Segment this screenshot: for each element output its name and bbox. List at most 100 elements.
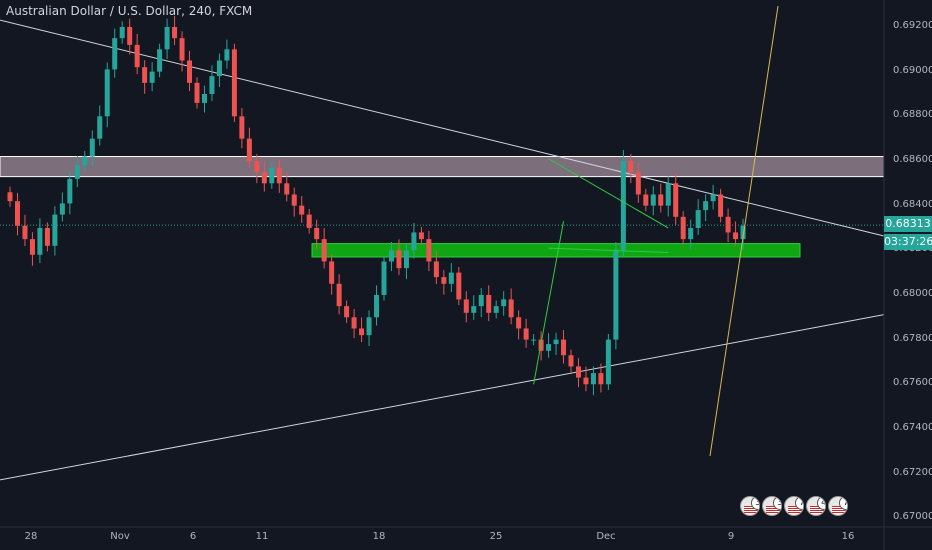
- candle-body: [680, 216, 686, 240]
- candle-body: [22, 225, 28, 240]
- candle-body: [703, 201, 709, 211]
- candle-body: [127, 27, 133, 45]
- candle-body: [14, 201, 20, 226]
- candle-body: [179, 38, 185, 61]
- candle-body: [725, 216, 731, 233]
- price-tick-label: 0.68600: [893, 153, 932, 165]
- us-flag-icon[interactable]: 7: [828, 496, 848, 516]
- candle-body: [441, 277, 447, 284]
- candle-body: [665, 183, 671, 206]
- candle-body: [44, 227, 50, 246]
- candle-body: [231, 49, 237, 117]
- price-tick-label: 0.67600: [893, 377, 932, 389]
- price-tick-label: 0.68000: [893, 287, 932, 299]
- chart-drawings: [0, 19, 885, 481]
- candle-body: [673, 183, 679, 217]
- candle-body: [344, 306, 350, 318]
- us-flag-icon[interactable]: 3: [740, 496, 760, 516]
- time-tick-label: 25: [489, 531, 503, 542]
- candle-body: [531, 339, 537, 341]
- flag-stripes: [810, 506, 824, 514]
- us-flag-icon[interactable]: 4: [806, 496, 826, 516]
- candle-body: [583, 377, 589, 385]
- candle-body: [59, 203, 65, 215]
- time-tick-label: 18: [372, 531, 386, 542]
- breakout-line: [533, 221, 565, 385]
- event-count: 3: [773, 497, 781, 510]
- candlestick-series: [7, 16, 746, 396]
- candle-body: [276, 167, 282, 184]
- candle-body: [575, 366, 581, 378]
- candle-body: [194, 82, 200, 103]
- candle-body: [209, 76, 215, 94]
- triangle-upper-line: [548, 158, 669, 229]
- candle-body: [463, 299, 469, 313]
- candle-body: [239, 116, 245, 139]
- price-tick-label: 0.68400: [893, 198, 932, 210]
- candle-body: [523, 328, 529, 340]
- candle-body: [516, 317, 522, 329]
- flag-stripes: [744, 506, 758, 514]
- us-flag-icon[interactable]: 3: [762, 496, 782, 516]
- candle-body: [134, 44, 140, 68]
- candle-body: [561, 339, 567, 356]
- candle-body: [643, 194, 649, 206]
- candle-body: [142, 67, 148, 83]
- candle-body: [501, 299, 507, 307]
- time-tick-label: 9: [727, 531, 735, 542]
- candle-body: [418, 232, 424, 240]
- candle-body: [299, 205, 305, 215]
- candle-body: [89, 138, 95, 157]
- price-tick-label: 0.69000: [893, 64, 932, 76]
- candle-body: [598, 373, 604, 385]
- time-tick-label: 6: [189, 531, 197, 542]
- price-tick-label: 0.67800: [893, 332, 932, 344]
- flag-stripes: [788, 506, 802, 514]
- event-count: 3: [751, 497, 759, 510]
- candle-body: [97, 116, 103, 139]
- candle-body: [7, 192, 13, 202]
- candle-body: [628, 160, 634, 173]
- candle-body: [351, 317, 357, 329]
- us-flag-icon[interactable]: 7: [784, 496, 804, 516]
- price-tick-label: 0.69200: [893, 20, 932, 31]
- candle-body: [695, 210, 701, 228]
- candle-body: [553, 339, 559, 345]
- candle-body: [471, 306, 477, 313]
- last-price-badge: 0.68313: [884, 216, 932, 232]
- candle-body: [157, 49, 163, 72]
- candle-body: [740, 225, 746, 240]
- candle-body: [112, 38, 118, 70]
- candle-body: [718, 194, 724, 217]
- price-tick-label: 0.67200: [893, 466, 932, 478]
- triangle-lower-line: [548, 247, 669, 254]
- candle-body: [613, 250, 619, 340]
- flag-stripes: [766, 506, 780, 514]
- yellow-projection-line: [709, 5, 779, 457]
- candle-body: [314, 227, 320, 240]
- candle-body: [658, 194, 664, 206]
- candle-body: [164, 27, 170, 50]
- candle-body: [433, 261, 439, 278]
- candle-body: [403, 250, 409, 269]
- candle-body: [366, 317, 372, 336]
- candle-body: [508, 299, 514, 318]
- candle-body: [620, 160, 626, 251]
- candle-body: [688, 227, 694, 240]
- candle-body: [172, 27, 178, 39]
- candle-body: [388, 250, 394, 262]
- candle-body: [216, 60, 222, 77]
- candle-body: [456, 272, 462, 300]
- candle-body: [426, 239, 432, 262]
- candle-body: [246, 138, 252, 161]
- candle-body: [381, 261, 387, 295]
- event-count: 7: [839, 497, 847, 510]
- event-count: 4: [817, 497, 825, 510]
- time-tick-label: 11: [255, 531, 269, 542]
- chart-overlays: [533, 5, 779, 457]
- candle-body: [336, 283, 342, 307]
- candle-body: [67, 178, 73, 204]
- bar-countdown-badge: 03:37:26: [884, 234, 932, 250]
- candle-body: [374, 294, 380, 318]
